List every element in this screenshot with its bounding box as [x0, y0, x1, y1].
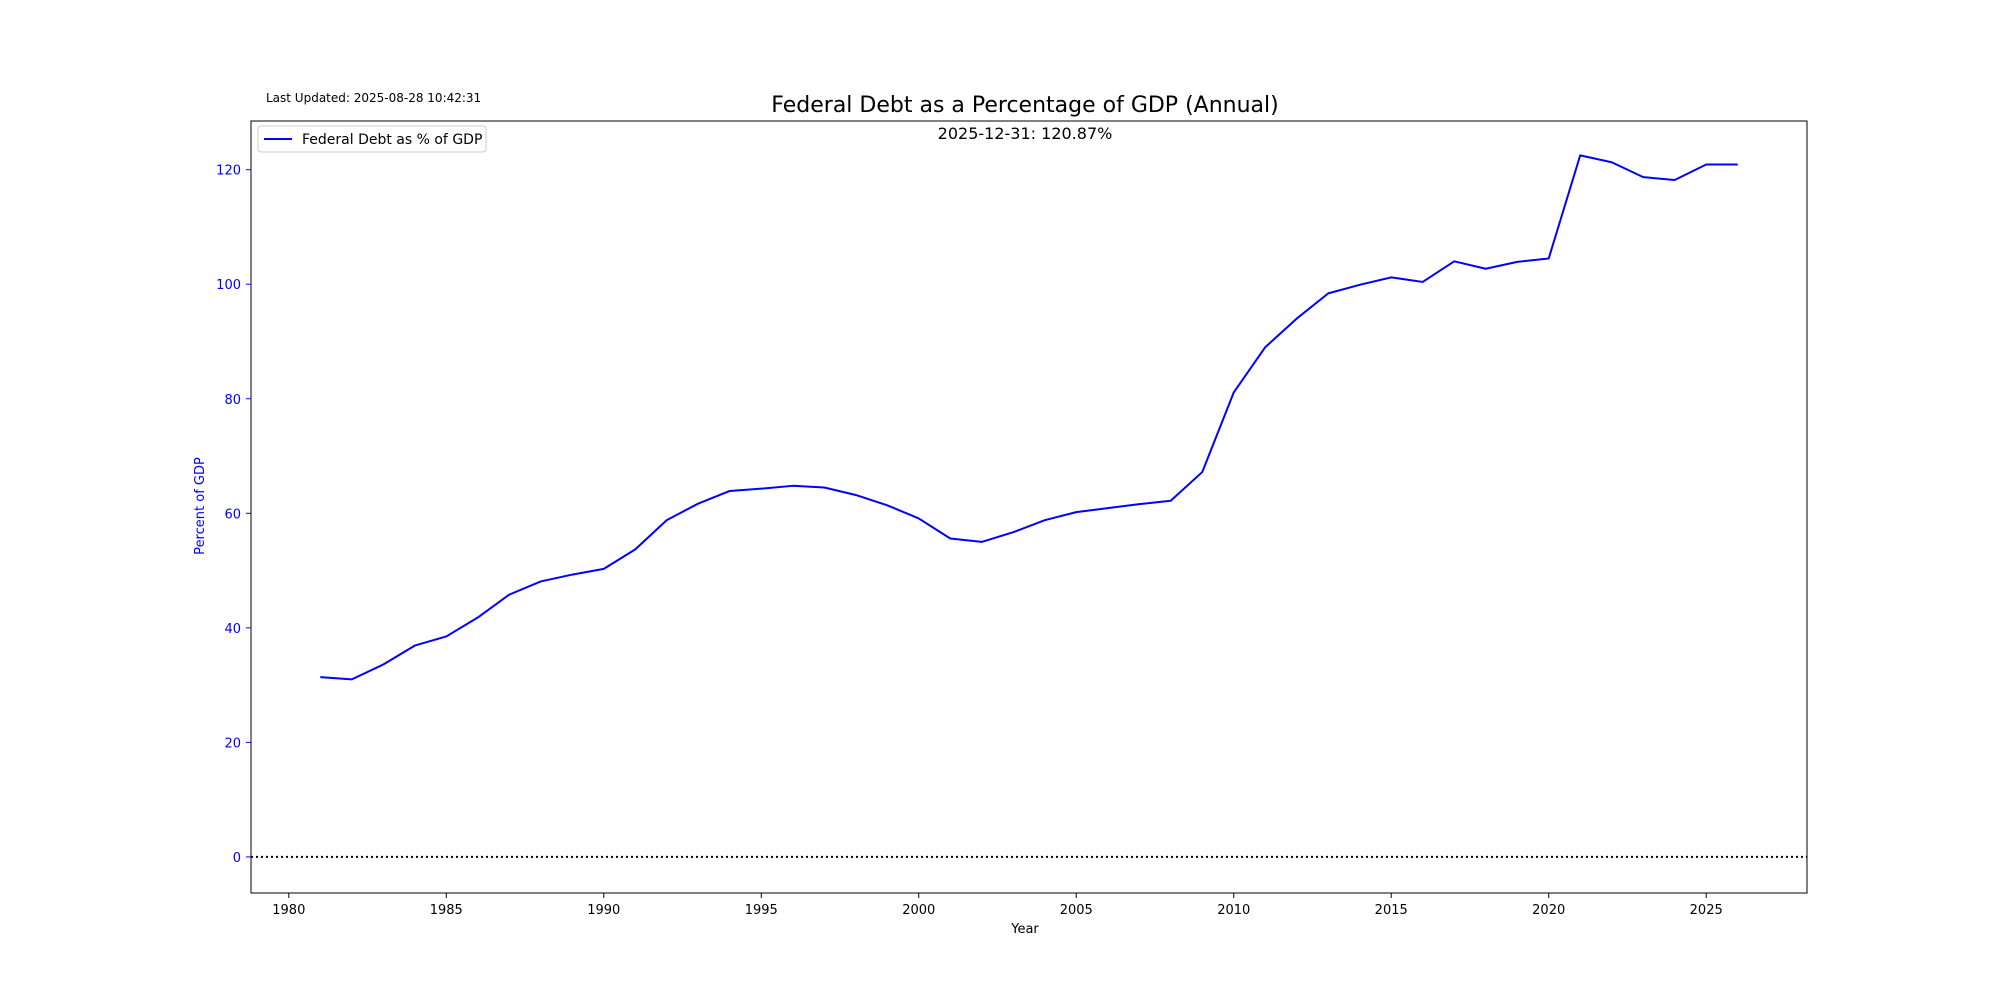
legend: Federal Debt as % of GDP	[257, 125, 487, 153]
series-line-0	[320, 154, 1738, 681]
plot-frame	[250, 120, 1808, 894]
y-axis-label: Percent of GDP	[193, 457, 208, 555]
x-tick-label: 2020	[1532, 903, 1565, 918]
x-tick-label: 2000	[902, 903, 935, 918]
x-tick-label: 1990	[587, 903, 620, 918]
x-tick-label: 1980	[272, 903, 305, 918]
x-tick-label: 2010	[1217, 903, 1250, 918]
last-updated-text: Last Updated: 2025-08-28 10:42:31	[266, 91, 481, 105]
y-axis-ticks: 0 20 40 60 80 100 120	[216, 164, 251, 866]
y-tick-label: 120	[216, 164, 241, 179]
y-tick-label: 100	[216, 278, 241, 293]
chart-subtitle: 2025-12-31: 120.87%	[938, 124, 1113, 143]
x-tick-label: 2025	[1690, 903, 1723, 918]
legend-label: Federal Debt as % of GDP	[302, 132, 482, 148]
x-tick-label: 1995	[745, 903, 778, 918]
legend-box	[257, 125, 487, 153]
y-tick-label: 60	[224, 507, 241, 522]
x-axis-label: Year	[1010, 922, 1039, 937]
x-tick-label: 2015	[1375, 903, 1408, 918]
chart-title: Federal Debt as a Percentage of GDP (Ann…	[771, 93, 1278, 118]
y-tick-label: 20	[224, 736, 241, 751]
x-tick-label: 2005	[1060, 903, 1093, 918]
series-layer	[320, 154, 1738, 681]
y-tick-label: 80	[224, 393, 241, 408]
y-tick-label: 0	[233, 851, 241, 866]
y-tick-label: 40	[224, 622, 241, 637]
x-axis-ticks: 1980 1985 1990 1995 2000 2005 2010 2015 2020 2025	[272, 893, 1723, 918]
x-tick-label: 1985	[430, 903, 463, 918]
